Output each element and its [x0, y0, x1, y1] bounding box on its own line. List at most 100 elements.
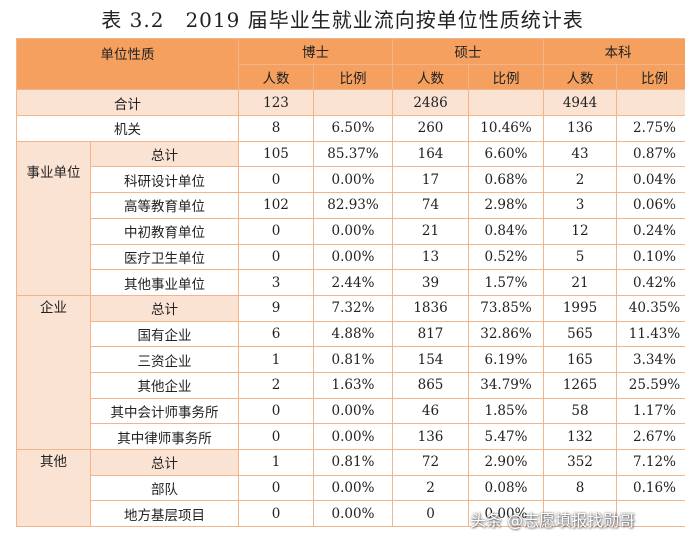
table-cell: 0: [238, 397, 314, 425]
table-cell: 39: [392, 269, 469, 296]
table-cell: 132: [543, 423, 617, 450]
table-cell: 1.85%: [468, 397, 544, 425]
row-label: 医疗卫生单位: [90, 243, 239, 271]
table-cell: [543, 500, 617, 528]
table-cell: 2.44%: [313, 269, 393, 296]
table-cell: 17: [392, 166, 469, 194]
table-row: 企业 总计 9 7.32% 1836 73.85% 1995 40.35%: [16, 294, 685, 451]
table-cell: [616, 89, 685, 117]
table-cell: [616, 500, 685, 528]
header-group-phd: 博士: [238, 38, 393, 65]
header-ratio: 比例: [468, 63, 544, 91]
table-cell: 352: [543, 449, 617, 476]
row-label: 总计: [90, 294, 239, 322]
table-cell: 154: [392, 346, 469, 373]
category-label: 事业单位: [16, 140, 91, 296]
table-cell: 9: [238, 294, 314, 322]
table-cell: 21: [543, 269, 617, 296]
table-cell: 1265: [543, 371, 617, 399]
table-cell: 565: [543, 320, 617, 348]
table-cell: [313, 89, 393, 117]
table-cell: 0.04%: [616, 166, 685, 194]
table-cell: 72: [392, 449, 469, 476]
table-cell: 0.68%: [468, 166, 544, 194]
header-count: 人数: [543, 63, 617, 91]
table-cell: 0.00%: [313, 243, 393, 271]
table-cell: 0.00%: [468, 500, 544, 528]
header-group-master: 硕士: [392, 38, 544, 65]
row-label: 三资企业: [90, 346, 239, 373]
table-cell: 0.00%: [313, 397, 393, 425]
table-cell: 32.86%: [468, 320, 544, 348]
table-cell: 0.16%: [616, 474, 685, 502]
table-cell: 0.00%: [313, 500, 393, 528]
table-cell: 0.24%: [616, 217, 685, 245]
table-cell: 102: [238, 192, 314, 219]
table-cell: 2: [392, 474, 469, 502]
table-cell: 4.88%: [313, 320, 393, 348]
header-unit-type: 单位性质: [16, 37, 239, 91]
header-count: 人数: [238, 63, 314, 91]
table-cell: 2: [543, 166, 617, 194]
table-cell: 164: [392, 140, 469, 168]
table-cell: 3: [543, 192, 617, 219]
table-cell: 6.50%: [313, 115, 393, 142]
category-label: 其他: [16, 448, 91, 528]
table-cell: 0.42%: [616, 269, 685, 296]
table-cell: 1.17%: [616, 397, 685, 425]
table-title: 表 3.2 2019 届毕业生就业流向按单位性质统计表: [101, 8, 584, 32]
table-cell: 25.59%: [616, 371, 685, 399]
row-label: 合计: [16, 89, 239, 117]
header-row-groups: 单位性质 博士 硕士 本科: [16, 37, 685, 91]
row-label: 其他企业: [90, 371, 239, 399]
table-row: 地方基层项目 0 0.00% 0 0.00%: [17, 500, 685, 528]
table-cell: 6: [238, 320, 314, 348]
table-cell: 817: [392, 320, 469, 348]
category-label: 企业: [16, 294, 91, 451]
table-cell: 260: [392, 115, 469, 142]
table-cell: 4944: [543, 89, 617, 117]
table-cell: 105: [238, 140, 314, 168]
table-cell: 1: [238, 346, 314, 373]
table-cell: 0.00%: [313, 474, 393, 502]
table-cell: 123: [238, 89, 314, 117]
table-cell: 1995: [543, 294, 617, 322]
table-cell: 0.81%: [313, 449, 393, 476]
table-row: 国有企业 6 4.88% 817 32.86% 565 11.43%: [17, 320, 685, 348]
row-label: 机关: [16, 115, 239, 142]
table-cell: 2.75%: [616, 115, 685, 142]
table-cell: 0.00%: [313, 217, 393, 245]
table-cell: 865: [392, 371, 469, 399]
table-row: 其他 总计 1 0.81% 72 2.90% 352 7.12%: [16, 448, 685, 528]
row-label: 其他事业单位: [90, 269, 239, 296]
table-cell: 0: [238, 500, 314, 528]
table-cell: 8: [543, 474, 617, 502]
table-cell: 3.34%: [616, 346, 685, 373]
table-cell: 0: [238, 423, 314, 450]
row-label: 国有企业: [90, 320, 239, 348]
table-cell: 165: [543, 346, 617, 373]
table-cell: 43: [543, 140, 617, 168]
table-row: 高等教育单位 102 82.93% 74 2.98% 3 0.06%: [17, 192, 685, 219]
row-label: 科研设计单位: [90, 166, 239, 194]
table-cell: 0.10%: [616, 243, 685, 271]
table-row: 部队 0 0.00% 2 0.08% 8 0.16%: [17, 474, 685, 502]
table-cell: 0.00%: [313, 166, 393, 194]
row-label: 高等教育单位: [90, 192, 239, 219]
table-cell: 1: [238, 449, 314, 476]
table-row: 中初教育单位 0 0.00% 21 0.84% 12 0.24%: [17, 217, 685, 245]
table-cell: 0: [392, 500, 469, 528]
table-row: 医疗卫生单位 0 0.00% 13 0.52% 5 0.10%: [17, 243, 685, 271]
row-label: 地方基层项目: [90, 500, 239, 528]
table-cell: 0: [238, 217, 314, 245]
table-cell: 2: [238, 371, 314, 399]
table-cell: 2.90%: [468, 449, 544, 476]
watermark: 头条 @志愿填报找勋哥: [470, 511, 636, 530]
table-cell: 0.84%: [468, 217, 544, 245]
table-row: 其中律师事务所 0 0.00% 136 5.47% 132 2.67%: [17, 423, 685, 450]
table-row: 事业单位 总计 105 85.37% 164 6.60% 43 0.87%: [16, 140, 685, 296]
table-cell: 0.52%: [468, 243, 544, 271]
header-row-metrics: 人数 比例 人数 比例 人数 比例: [17, 63, 685, 91]
header-count: 人数: [392, 63, 469, 91]
table-row: 科研设计单位 0 0.00% 17 0.68% 2 0.04%: [17, 166, 685, 194]
